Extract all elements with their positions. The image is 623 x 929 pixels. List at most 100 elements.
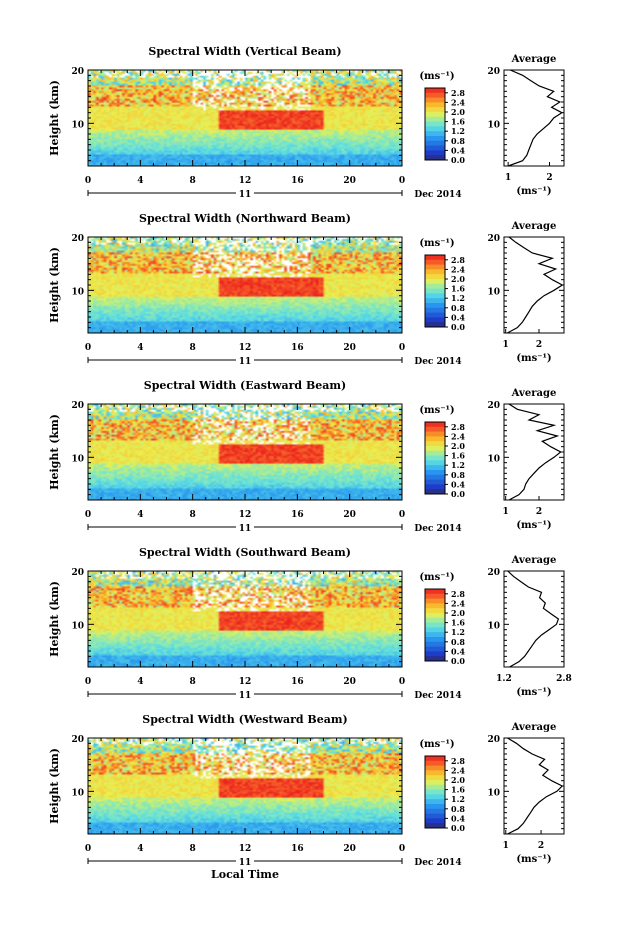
profile-title: Average bbox=[511, 722, 557, 733]
colorbar-swatch bbox=[425, 155, 445, 161]
heatmap-image bbox=[88, 571, 402, 667]
colorbar-frame bbox=[424, 421, 446, 495]
colorbar-swatch bbox=[425, 131, 445, 137]
x-tick-label: 0 bbox=[85, 343, 91, 353]
heatmap-image bbox=[88, 70, 402, 166]
x-tick-label: 12 bbox=[239, 176, 252, 186]
x-tick-label: 16 bbox=[291, 176, 304, 186]
colorbar-swatch bbox=[425, 479, 445, 485]
y-tick-label: 10 bbox=[71, 120, 84, 130]
heatmap-image bbox=[88, 738, 402, 834]
colorbar-swatch bbox=[425, 322, 445, 328]
x-tick-label: 8 bbox=[190, 176, 196, 186]
colorbar-swatch bbox=[425, 484, 445, 490]
colorbar-swatch bbox=[425, 813, 445, 819]
colorbar-frame bbox=[424, 87, 446, 161]
colorbar-tick-label: 1.6 bbox=[451, 618, 465, 628]
colorbar-tick-label: 1.6 bbox=[451, 117, 465, 127]
colorbar-swatch bbox=[425, 102, 445, 108]
day-label: 11 bbox=[239, 691, 252, 701]
colorbar-swatch bbox=[425, 760, 445, 767]
colorbar-tick-label: 0.8 bbox=[451, 470, 465, 480]
colorbar-swatch bbox=[425, 789, 445, 795]
x-tick-label: 8 bbox=[190, 510, 196, 520]
colorbar-tick-label: 2.4 bbox=[451, 264, 465, 274]
profile-x-tick-label: 1.2 bbox=[496, 674, 512, 684]
colorbar-frame bbox=[424, 254, 446, 328]
colorbar-unit: (ms⁻¹) bbox=[419, 71, 454, 82]
colorbar-swatch bbox=[425, 107, 445, 113]
colorbar-swatch bbox=[425, 470, 445, 476]
profile-x-tick-label: 2 bbox=[536, 340, 542, 350]
x-tick-label: 8 bbox=[190, 677, 196, 687]
day-label-bg bbox=[236, 855, 254, 866]
profile-x-tick-label: 2 bbox=[538, 841, 544, 851]
x-tick-label: 8 bbox=[190, 343, 196, 353]
colorbar-swatch bbox=[425, 656, 445, 662]
colorbar-swatch bbox=[425, 436, 445, 442]
colorbar-swatch bbox=[425, 823, 445, 829]
colorbar-swatch bbox=[425, 298, 445, 304]
profile-y-tick-label: 20 bbox=[487, 735, 500, 745]
colorbar-tick-label: 0.8 bbox=[451, 303, 465, 313]
colorbar-tick-label: 2.4 bbox=[451, 431, 465, 441]
x-tick-label: 20 bbox=[343, 677, 356, 687]
colorbar-tick-label: 1.6 bbox=[451, 284, 465, 294]
colorbar-swatch bbox=[425, 765, 445, 771]
colorbar-swatch bbox=[425, 474, 445, 481]
day-label: 11 bbox=[239, 858, 252, 868]
colorbar-swatch bbox=[425, 446, 445, 452]
colorbar-swatch bbox=[425, 317, 445, 323]
colorbar-swatch bbox=[425, 804, 445, 810]
colorbar-tick-label: 2.4 bbox=[451, 765, 465, 775]
colorbar-swatch bbox=[425, 422, 445, 428]
colorbar-swatch bbox=[425, 116, 445, 123]
profile-x-tick-label: 2 bbox=[536, 507, 542, 517]
colorbar-swatch bbox=[425, 288, 445, 294]
colorbar-swatch bbox=[425, 641, 445, 648]
colorbar-unit: (ms⁻¹) bbox=[419, 238, 454, 249]
profile-x-axis-label: (ms⁻¹) bbox=[516, 854, 551, 865]
colorbar-swatch bbox=[425, 269, 445, 275]
profile-x-tick-label: 1 bbox=[503, 507, 509, 517]
colorbar-swatch bbox=[425, 627, 445, 633]
colorbar-tick-label: 0.4 bbox=[451, 312, 465, 322]
profile-title: Average bbox=[511, 54, 557, 65]
x-tick-label: 0 bbox=[399, 510, 405, 520]
x-tick-label: 16 bbox=[291, 844, 304, 854]
x-tick-label: 0 bbox=[399, 343, 405, 353]
y-axis-label: Height (km) bbox=[48, 748, 61, 824]
y-axis-label: Height (km) bbox=[48, 581, 61, 657]
x-tick-label: 4 bbox=[137, 176, 143, 186]
chart-panel-2: Spectral Width (Northward Beam)2010Heigh… bbox=[48, 212, 565, 367]
x-tick-label: 4 bbox=[137, 844, 143, 854]
colorbar-swatch bbox=[425, 465, 445, 471]
day-label: 11 bbox=[239, 190, 252, 200]
colorbar-tick-label: 2.8 bbox=[451, 589, 465, 599]
colorbar-swatch bbox=[425, 312, 445, 318]
colorbar-swatch bbox=[425, 150, 445, 156]
colorbar-swatch bbox=[425, 598, 445, 604]
y-tick-label: 20 bbox=[71, 67, 84, 77]
profile-frame bbox=[503, 236, 565, 334]
x-tick-label: 4 bbox=[137, 510, 143, 520]
profile-x-axis-label: (ms⁻¹) bbox=[516, 520, 551, 531]
colorbar-swatch bbox=[425, 818, 445, 824]
colorbar-swatch bbox=[425, 613, 445, 619]
colorbar-tick-label: 0.0 bbox=[451, 155, 465, 165]
colorbar-swatch bbox=[425, 450, 445, 457]
profile-frame bbox=[503, 570, 565, 668]
colorbar-tick-label: 1.2 bbox=[451, 126, 465, 136]
colorbar-unit: (ms⁻¹) bbox=[419, 405, 454, 416]
profile-y-tick-label: 10 bbox=[487, 287, 500, 297]
colorbar-tick-label: 0.0 bbox=[451, 656, 465, 666]
x-tick-label: 0 bbox=[399, 176, 405, 186]
colorbar-swatch bbox=[425, 426, 445, 433]
x-tick-label: 20 bbox=[343, 343, 356, 353]
colorbar-swatch bbox=[425, 622, 445, 628]
colorbar-swatch bbox=[425, 441, 445, 447]
colorbar-swatch bbox=[425, 121, 445, 127]
day-label: 11 bbox=[239, 357, 252, 367]
y-axis-label: Height (km) bbox=[48, 247, 61, 323]
profile-frame bbox=[503, 69, 565, 167]
